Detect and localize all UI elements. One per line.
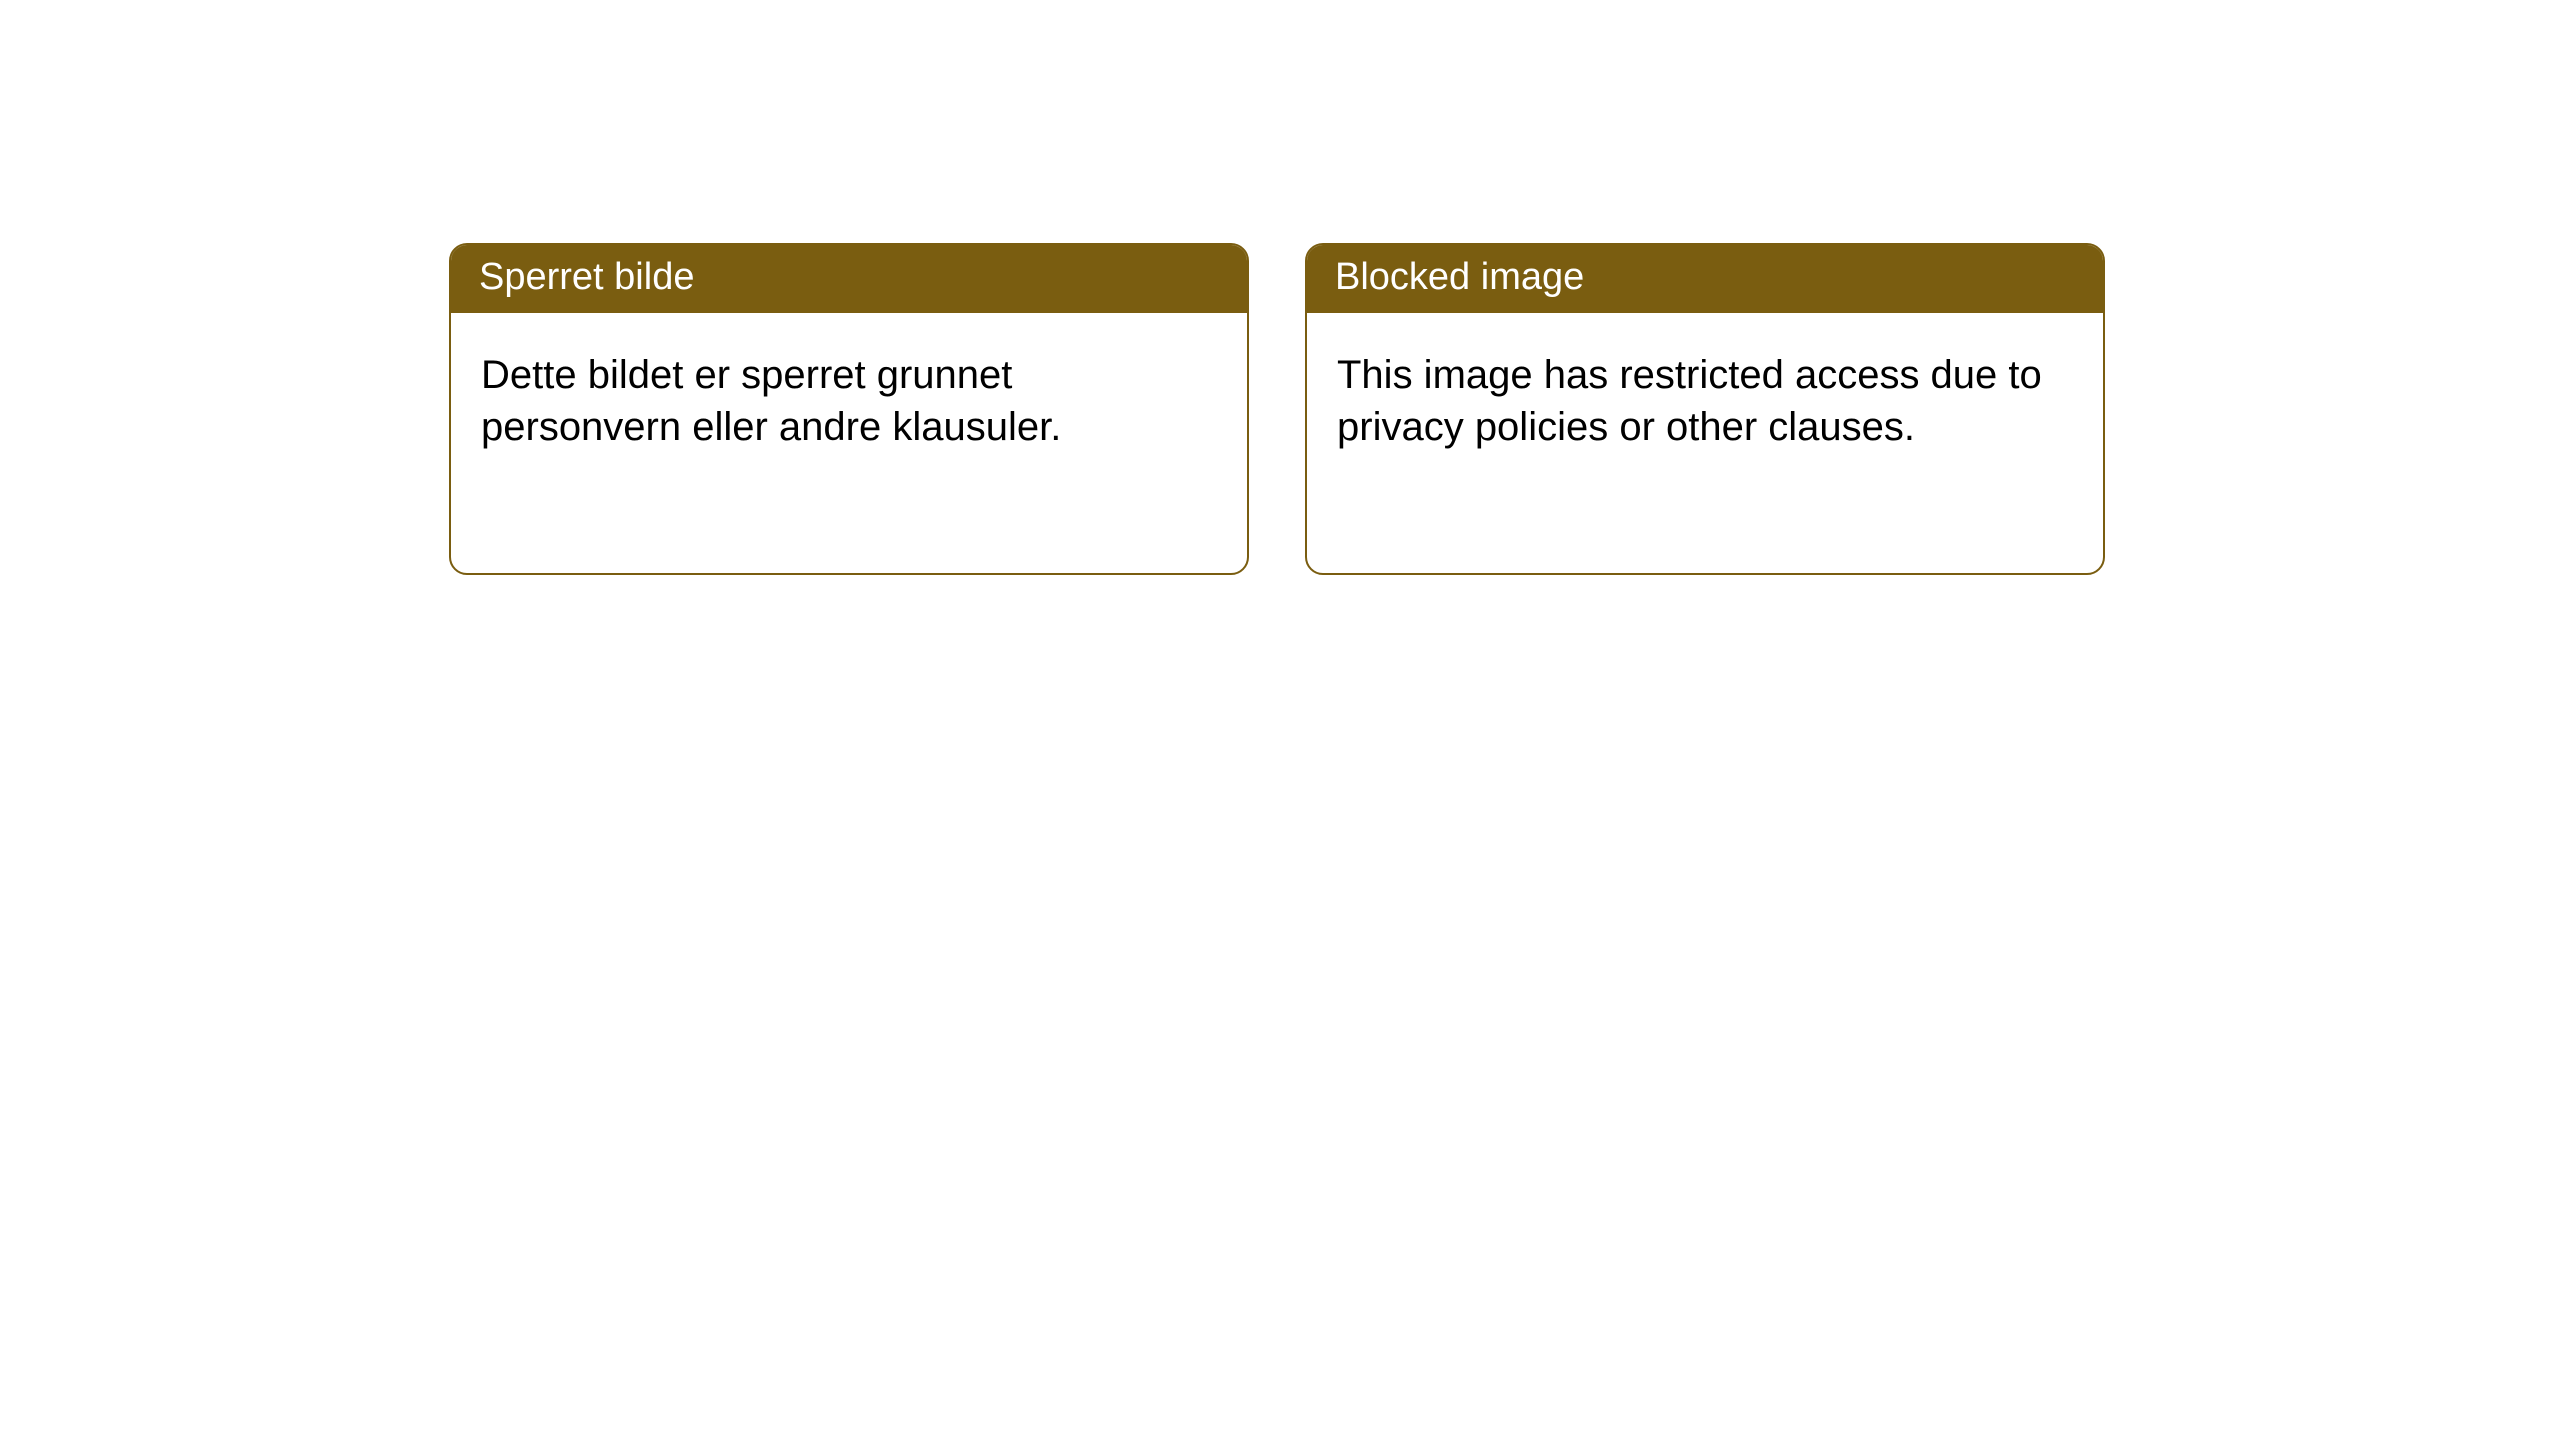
notice-body: Dette bildet er sperret grunnet personve… [451, 313, 1247, 475]
notice-card-english: Blocked image This image has restricted … [1305, 243, 2105, 575]
notice-title: Blocked image [1307, 245, 2103, 313]
notice-title: Sperret bilde [451, 245, 1247, 313]
notice-card-norwegian: Sperret bilde Dette bildet er sperret gr… [449, 243, 1249, 575]
notice-body: This image has restricted access due to … [1307, 313, 2103, 475]
notice-container: Sperret bilde Dette bildet er sperret gr… [449, 243, 2105, 575]
